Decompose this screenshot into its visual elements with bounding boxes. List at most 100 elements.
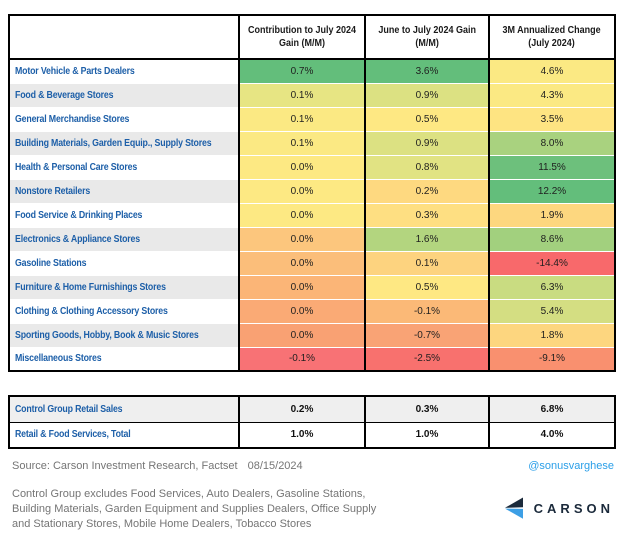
heatmap-cell: -0.1%	[364, 299, 489, 324]
table-row: Building Materials, Garden Equip., Suppl…	[9, 131, 615, 156]
heatmap-cell: 0.1%	[238, 83, 365, 108]
category-label: Furniture & Home Furnishings Stores	[9, 275, 239, 300]
table-row: Sporting Goods, Hobby, Book & Music Stor…	[9, 323, 615, 348]
carson-chevron-icon	[504, 497, 523, 519]
heatmap-cell: -0.1%	[238, 347, 365, 372]
category-label: Food Service & Drinking Places	[9, 203, 239, 228]
summary-label: Control Group Retail Sales	[9, 396, 239, 423]
heatmap-cell: 0.1%	[238, 131, 365, 156]
heatmap-cell: 0.0%	[238, 203, 365, 228]
category-label: Clothing & Clothing Accessory Stores	[9, 299, 239, 324]
heatmap-cell: 11.5%	[488, 155, 615, 180]
column-header-label: 3M Annualized Change (July 2024)	[502, 25, 602, 49]
category-label-text: Nonstore Retailers	[15, 185, 91, 197]
heatmap-cell: 0.7%	[238, 59, 365, 84]
heatmap-cell: 0.3%	[364, 203, 489, 228]
heatmap-cell: 8.6%	[488, 227, 615, 252]
table-row: Furniture & Home Furnishings Stores 0.0% 0…	[9, 275, 615, 300]
note-line: and Stationary Stores, Mobile Home Deale…	[12, 518, 312, 530]
heatmap-cell: 0.9%	[364, 83, 489, 108]
heatmap-cell: -9.1%	[488, 347, 615, 372]
table-row: Food & Beverage Stores 0.1% 0.9% 4.3%	[9, 83, 615, 108]
category-label-text: Food & Beverage Stores	[15, 89, 114, 101]
category-label: Motor Vehicle & Parts Dealers	[9, 59, 239, 84]
heatmap-cell: -0.7%	[364, 323, 489, 348]
category-label: Gasoline Stations	[9, 251, 239, 276]
category-label-text: Miscellaneous Stores	[15, 353, 102, 365]
category-label-text: Furniture & Home Furnishings Stores	[15, 281, 166, 293]
heatmap-cell: 0.0%	[238, 227, 365, 252]
heatmap-cell: -14.4%	[488, 251, 615, 276]
footer-row: Control Group excludes Food Services, Au…	[12, 487, 614, 532]
source-label: Source: Carson Investment Research, Fact…	[12, 460, 238, 472]
category-label: Building Materials, Garden Equip., Suppl…	[9, 131, 239, 156]
column-header-label: Contribution to July 2024 Gain (M/M)	[247, 25, 356, 49]
retail-heatmap-table: Contribution to July 2024 Gain (M/M) Jun…	[8, 14, 616, 372]
summary-label: Retail & Food Services, Total	[9, 422, 239, 448]
heatmap-cell: 0.0%	[238, 323, 365, 348]
category-label-text: Motor Vehicle & Parts Dealers	[15, 65, 135, 77]
table-header-row: Contribution to July 2024 Gain (M/M) Jun…	[9, 15, 615, 60]
summary-cell: 0.3%	[364, 396, 489, 423]
heatmap-cell: 0.0%	[238, 179, 365, 204]
column-header-contribution: Contribution to July 2024 Gain (M/M)	[238, 15, 365, 60]
heatmap-cell: 4.6%	[488, 59, 615, 84]
note-line: Building Materials, Garden Equipment and…	[12, 503, 377, 515]
heatmap-cell: 0.1%	[364, 251, 489, 276]
table-row: Gasoline Stations 0.0% 0.1% -14.4%	[9, 251, 615, 276]
heatmap-cell: 1.6%	[364, 227, 489, 252]
heatmap-cell: 12.2%	[488, 179, 615, 204]
source-text: Source: Carson Investment Research, Fact…	[12, 460, 303, 472]
category-label: Sporting Goods, Hobby, Book & Music Stor…	[9, 323, 239, 348]
heatmap-cell: 3.5%	[488, 107, 615, 132]
carson-logo: CARSON	[501, 496, 614, 520]
table-row: Nonstore Retailers 0.0% 0.2% 12.2%	[9, 179, 615, 204]
note-line: Control Group excludes Food Services, Au…	[12, 488, 366, 500]
summary-table: Control Group Retail Sales 0.2% 0.3% 6.8…	[8, 395, 616, 449]
heatmap-cell: -2.5%	[364, 347, 489, 372]
heatmap-cell: 0.5%	[364, 107, 489, 132]
heatmap-cell: 0.5%	[364, 275, 489, 300]
category-label: Electronics & Appliance Stores	[9, 227, 239, 252]
column-header-mm-gain: June to July 2024 Gain (M/M)	[364, 15, 489, 60]
category-label-text: Sporting Goods, Hobby, Book & Music Stor…	[15, 329, 199, 341]
source-date: 08/15/2024	[247, 460, 303, 472]
category-label: Health & Personal Care Stores	[9, 155, 239, 180]
carson-wordmark: CARSON	[533, 500, 614, 516]
category-label-text: General Merchandise Stores	[15, 113, 130, 125]
summary-cell: 0.2%	[238, 396, 365, 423]
table-row: Health & Personal Care Stores 0.0% 0.8% 11.…	[9, 155, 615, 180]
heatmap-cell: 0.2%	[364, 179, 489, 204]
category-label-text: Health & Personal Care Stores	[15, 161, 138, 173]
category-label: Food & Beverage Stores	[9, 83, 239, 108]
table-row: Motor Vehicle & Parts Dealers 0.7% 3.6% 4.6…	[9, 59, 615, 84]
category-label-text: Food Service & Drinking Places	[15, 209, 143, 221]
column-header-label: June to July 2024 Gain (M/M)	[378, 25, 476, 49]
heatmap-cell: 0.0%	[238, 155, 365, 180]
heatmap-cell: 0.9%	[364, 131, 489, 156]
category-label: Miscellaneous Stores	[9, 347, 239, 372]
control-group-note: Control Group excludes Food Services, Au…	[12, 487, 376, 532]
heatmap-cell: 6.3%	[488, 275, 615, 300]
heatmap-cell: 0.0%	[238, 251, 365, 276]
heatmap-cell: 3.6%	[364, 59, 489, 84]
heatmap-cell: 0.8%	[364, 155, 489, 180]
category-label-text: Building Materials, Garden Equip., Suppl…	[15, 137, 212, 149]
category-label-text: Electronics & Appliance Stores	[15, 233, 140, 245]
category-label: Nonstore Retailers	[9, 179, 239, 204]
table-row: General Merchandise Stores 0.1% 0.5% 3.5%	[9, 107, 615, 132]
heatmap-cell: 1.8%	[488, 323, 615, 348]
heatmap-cell: 5.4%	[488, 299, 615, 324]
heatmap-cell: 0.1%	[238, 107, 365, 132]
summary-cell: 6.8%	[488, 396, 615, 423]
table-row-retail-total: Retail & Food Services, Total 1.0% 1.0% …	[9, 422, 615, 448]
table-row-control-group: Control Group Retail Sales 0.2% 0.3% 6.8…	[9, 396, 615, 423]
summary-cell: 4.0%	[488, 422, 615, 448]
table-row: Clothing & Clothing Accessory Stores 0.0%…	[9, 299, 615, 324]
table-row: Miscellaneous Stores -0.1% -2.5% -9.1%	[9, 347, 615, 372]
heatmap-cell: 0.0%	[238, 275, 365, 300]
category-label: General Merchandise Stores	[9, 107, 239, 132]
table-row: Food Service & Drinking Places 0.0% 0.3% 1.…	[9, 203, 615, 228]
category-label-text: Gasoline Stations	[15, 257, 87, 269]
